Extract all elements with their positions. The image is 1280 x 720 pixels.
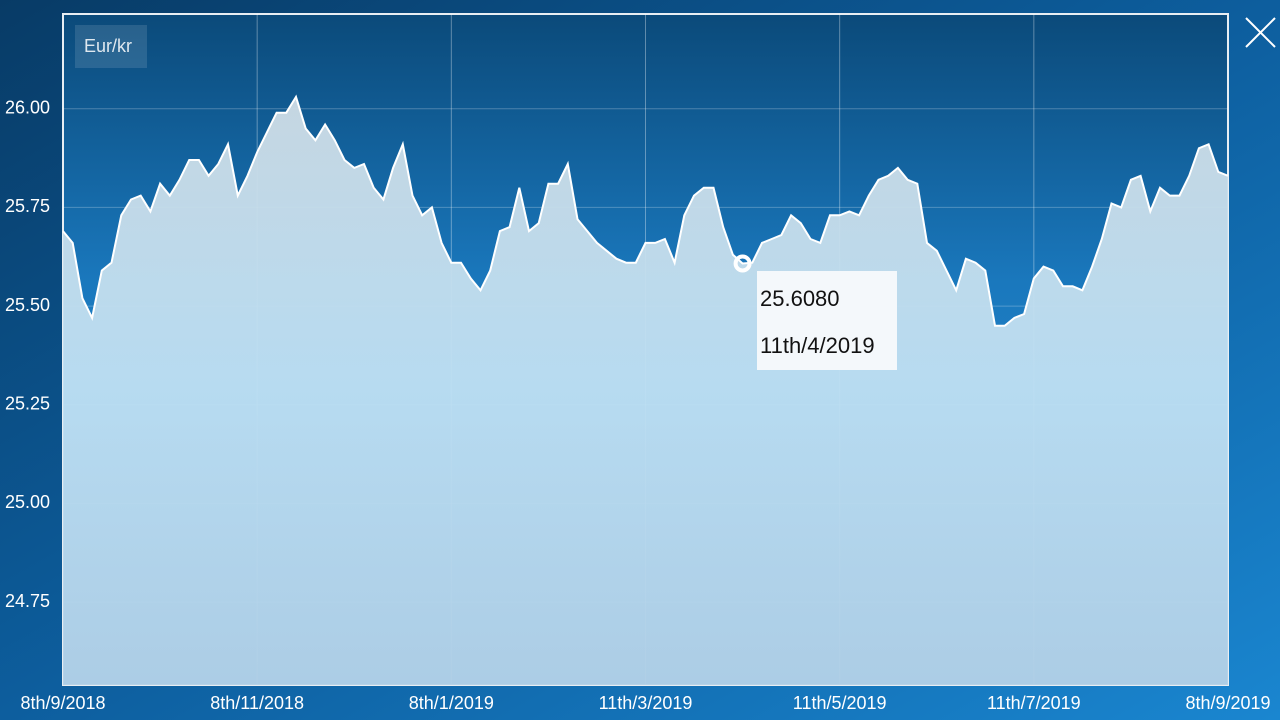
x-tick-label: 11th/3/2019 [599, 693, 693, 713]
line [62, 94, 1229, 327]
area [63, 96, 1228, 685]
series-label: Eur/kr [84, 36, 132, 56]
tooltip-date: 11th/4/2019 [760, 333, 875, 358]
y-tick-label: 25.75 [5, 196, 50, 216]
tooltip: 25.6080 11th/4/2019 [757, 271, 897, 370]
x-tick-label: 11th/7/2019 [987, 693, 1081, 713]
x-tick-label: 8th/1/2019 [409, 693, 494, 713]
x-tick-label: 8th/9/2018 [20, 693, 105, 713]
y-tick-label: 25.50 [5, 295, 50, 315]
x-tick-label: 8th/11/2018 [210, 693, 304, 713]
y-tick-label: 26.00 [5, 97, 50, 117]
close-icon [1245, 17, 1276, 48]
x-tick-label: 11th/5/2019 [793, 693, 887, 713]
tooltip-value: 25.6080 [760, 286, 840, 311]
y-tick-label: 24.75 [5, 591, 50, 611]
hover-marker [733, 254, 752, 273]
y-tick-label: 25.25 [5, 394, 50, 414]
series-label-box [75, 25, 147, 68]
x-tick-label: 8th/9/2019 [1185, 693, 1270, 713]
y-tick-label: 25.00 [5, 492, 50, 512]
close-button[interactable] [1240, 12, 1280, 52]
tooltip-box [757, 271, 897, 370]
